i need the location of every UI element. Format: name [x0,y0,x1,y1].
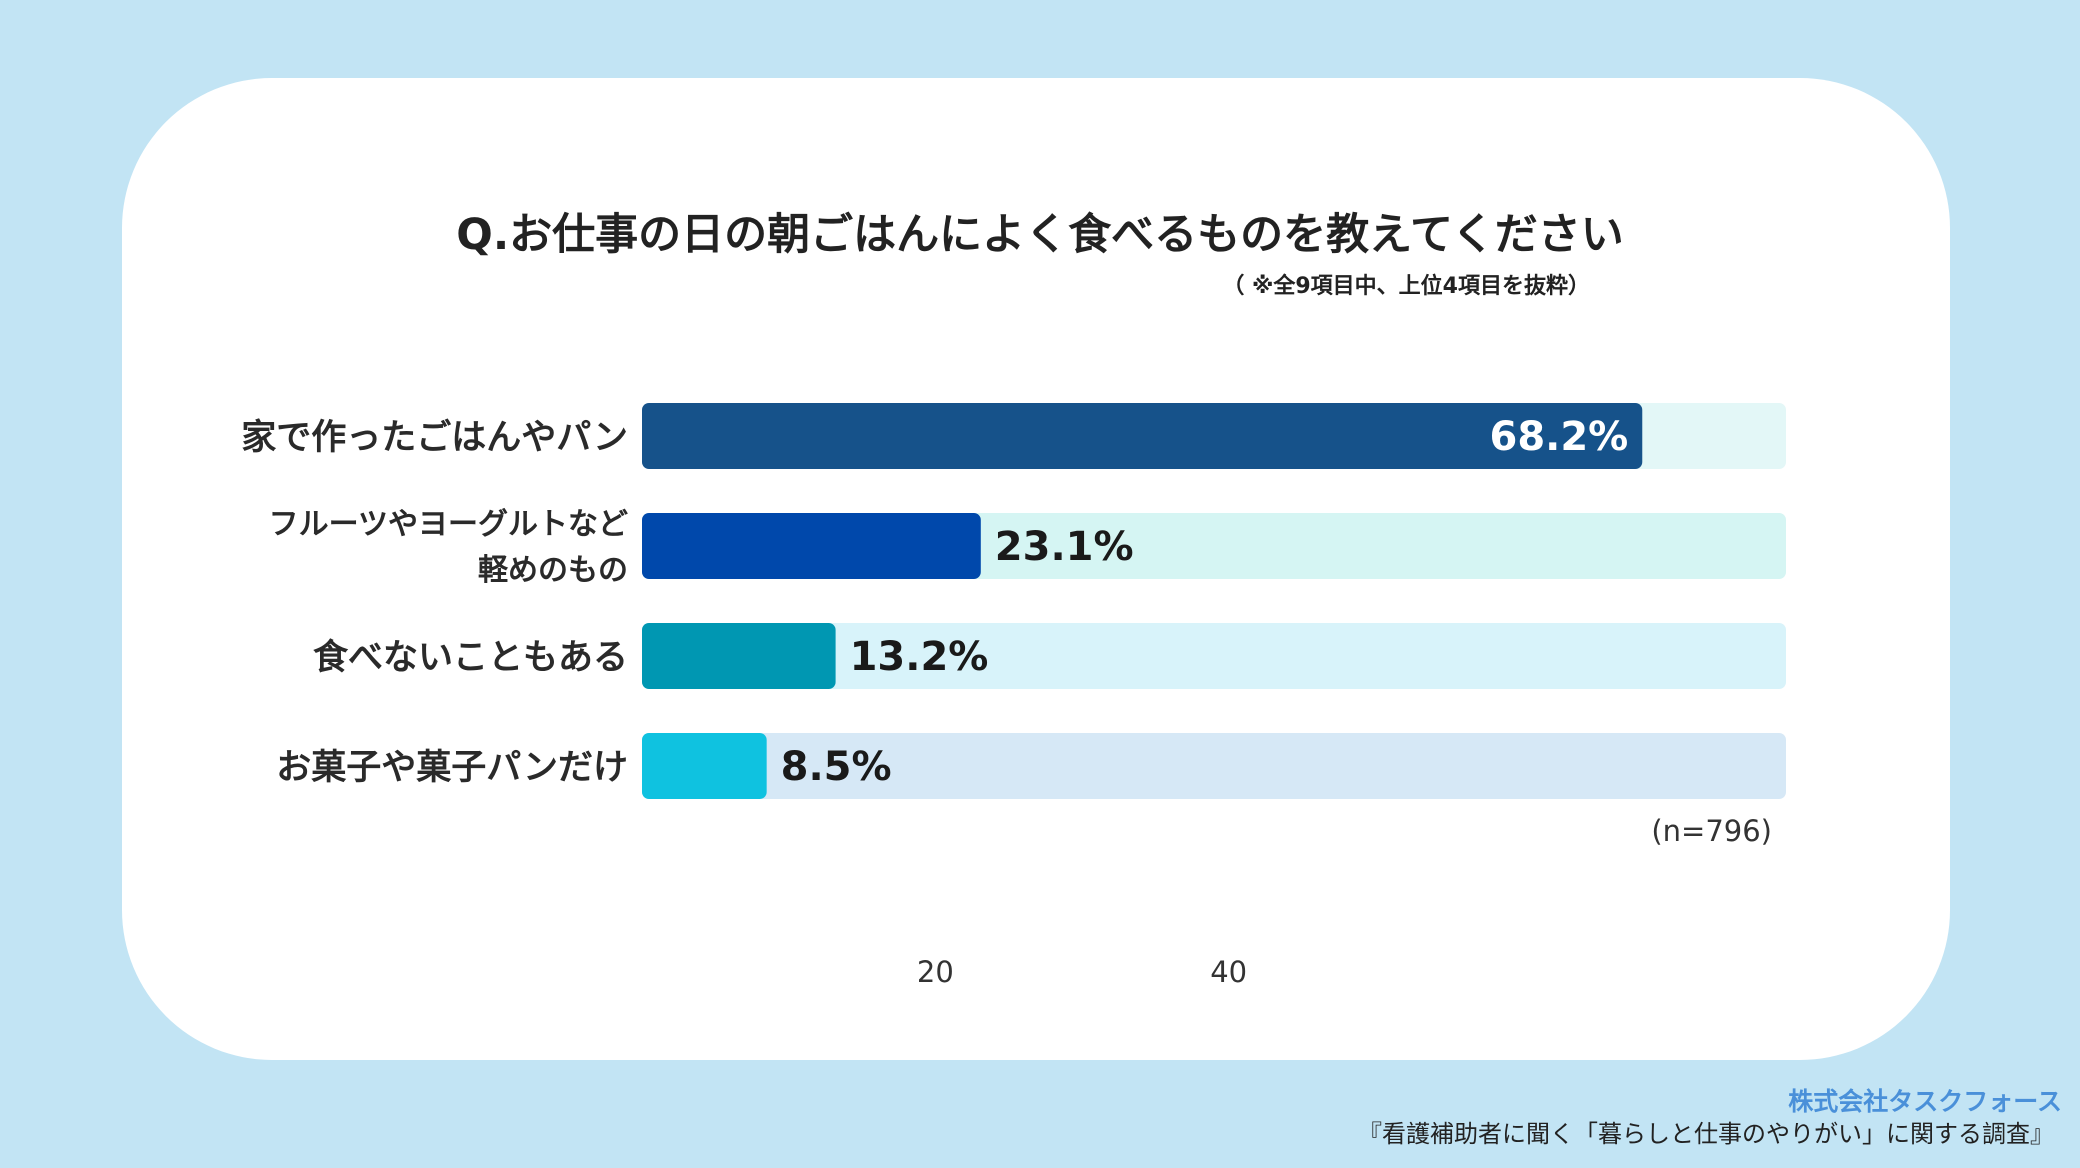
company-name: 株式会社タスクフォース [1788,1087,2062,1116]
bar-track [642,733,1786,799]
bar [642,733,767,799]
survey-name: 『看護補助者に聞く「暮らしと仕事のやりがい」に関する調査』 [1358,1120,2054,1148]
category-label: フルーツやヨーグルトなど [269,507,628,542]
chart-title: Q.お仕事の日の朝ごはんによく食べるものを教えてください [456,210,1624,260]
category-label: お菓子や菓子パンだけ [276,748,628,788]
category-label: 食べないこともある [313,637,628,678]
bar [642,513,981,579]
value-label: 13.2% [850,634,989,680]
bar [642,623,836,689]
value-label: 68.2% [1489,414,1628,460]
value-label: 8.5% [781,744,892,790]
bar [642,403,1643,469]
category-label: 家で作ったごはんやパン [241,418,628,458]
category-label: 軽めのもの [478,553,628,588]
x-tick-label: 20 [917,955,954,989]
bar-track [642,623,1786,689]
value-label: 23.1% [995,524,1134,570]
sample-size-note: (n=796) [1651,814,1772,848]
x-tick-label: 40 [1210,955,1247,989]
chart-subtitle: （ ※全9項目中、上位4項目を抜粋） [1222,274,1590,299]
